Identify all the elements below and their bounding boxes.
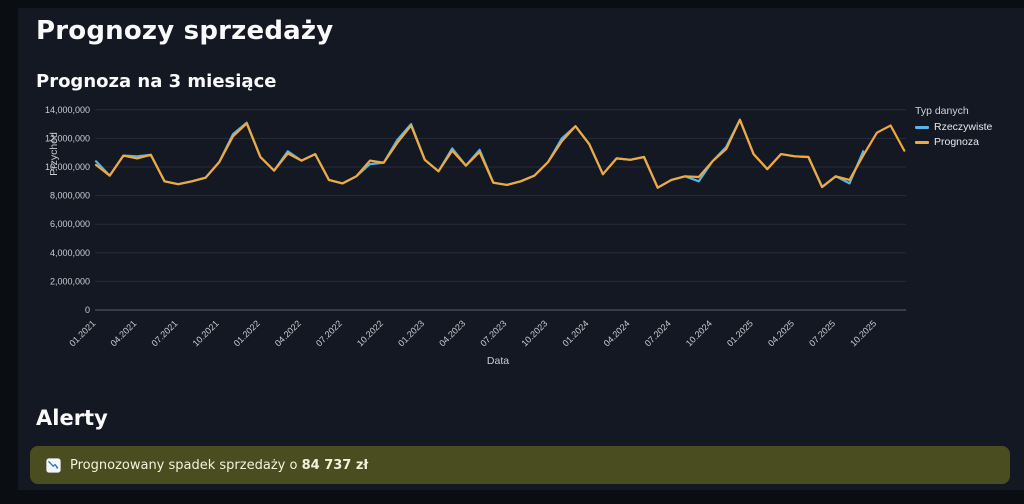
alert-text: Prognozowany spadek sprzedaży o 84 737 z… (70, 458, 368, 473)
legend-item-forecast[interactable]: Prognoza (915, 136, 992, 148)
y-tick-label: 2,000,000 (50, 276, 90, 286)
y-tick-label: 14,000,000 (45, 105, 90, 115)
chart-title: Prognoza na 3 miesiące (36, 71, 277, 92)
x-tick-label: 01.2022 (232, 318, 262, 348)
x-tick-label: 10.2023 (519, 318, 549, 348)
x-tick-label: 04.2022 (273, 318, 303, 348)
x-tick-label: 04.2025 (766, 318, 796, 348)
y-axis-title: Przychód (47, 132, 60, 176)
chart-decreasing-icon (46, 457, 61, 473)
legend-label: Rzeczywiste (934, 121, 993, 133)
x-axis-title: Data (486, 355, 510, 367)
x-tick-label: 01.2025 (725, 318, 755, 348)
y-tick-label: 6,000,000 (50, 219, 90, 229)
chart-legend: Typ danych Rzeczywiste Prognoza (915, 105, 992, 151)
actual-series-swatch-icon (915, 125, 929, 129)
x-tick-label: 07.2022 (314, 318, 344, 348)
series-line-prognoza[interactable] (94, 118, 906, 189)
line-chart-canvas[interactable]: 0 2,000,000 4,000,000 6,000,000 8,000,000 10,… (18, 100, 1024, 385)
y-tick-label: 4,000,000 (50, 248, 90, 258)
y-tick-label: 0 (85, 305, 90, 315)
x-tick-label: 01.2023 (396, 318, 426, 348)
y-tick-label: 10,000,000 (45, 162, 90, 172)
legend-label: Prognoza (934, 136, 979, 148)
x-tick-label: 07.2025 (807, 318, 837, 348)
x-tick-label: 01.2021 (67, 318, 97, 348)
x-tick-label: 07.2021 (150, 318, 180, 348)
y-tick-label: 8,000,000 (50, 191, 90, 201)
alert-value: 84 737 zł (301, 457, 369, 473)
alert-warning-box: Prognozowany spadek sprzedaży o 84 737 z… (30, 446, 1010, 484)
legend-item-actual[interactable]: Rzeczywiste (915, 121, 992, 133)
x-tick-label: 04.2023 (437, 318, 467, 348)
x-tick-label: 10.2025 (848, 318, 878, 348)
x-tick-label: 10.2024 (684, 318, 714, 348)
app-panel: Prognozy sprzedaży Prognoza na 3 miesiąc… (18, 8, 1024, 490)
y-tick-label: 12,000,000 (45, 133, 90, 143)
forecast-chart[interactable]: 0 2,000,000 4,000,000 6,000,000 8,000,000 10,… (18, 100, 1024, 385)
x-tick-label: 07.2024 (643, 318, 673, 348)
x-tick-label: 10.2021 (191, 318, 221, 348)
alerts-heading: Alerty (36, 406, 108, 430)
x-tick-label: 04.2024 (602, 318, 632, 348)
x-tick-label: 10.2022 (355, 318, 385, 348)
x-tick-label: 04.2021 (108, 318, 138, 348)
x-tick-label: 01.2024 (561, 318, 591, 348)
page-title: Prognozy sprzedaży (36, 16, 334, 46)
alert-message: Prognozowany spadek sprzedaży o (70, 457, 298, 473)
legend-title: Typ danych (915, 105, 969, 117)
x-tick-label: 07.2023 (478, 318, 508, 348)
forecast-series-swatch-icon (915, 140, 929, 144)
